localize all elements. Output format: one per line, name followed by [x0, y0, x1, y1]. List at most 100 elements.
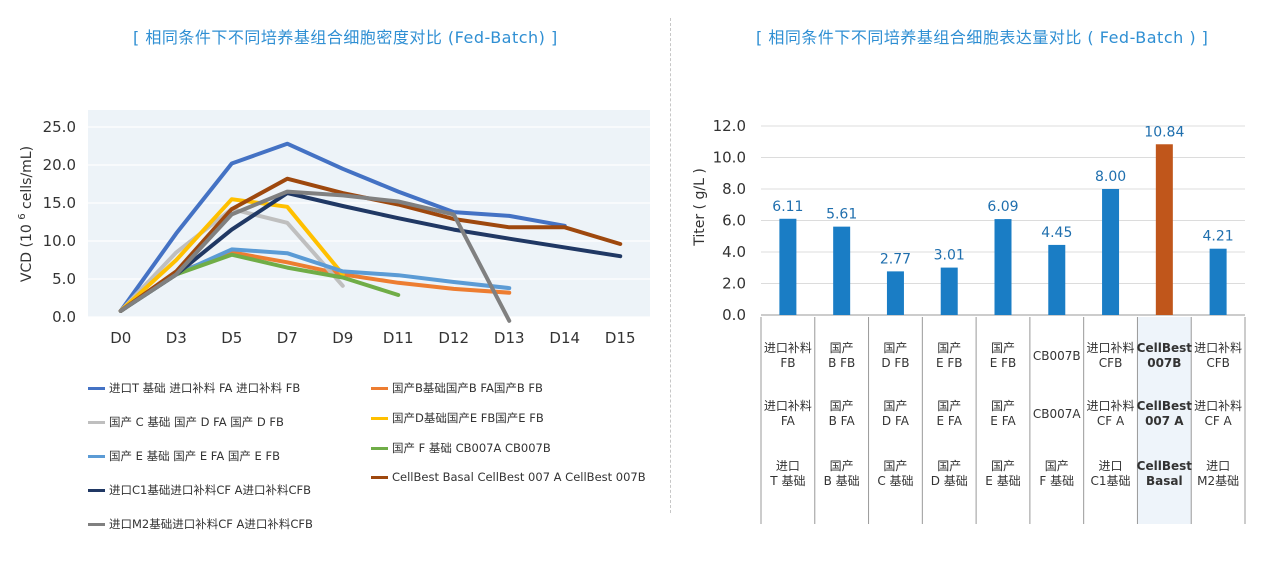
- density-line-chart: 0.0 5.0 10.0 15.0 20.0 25.0 D0 D3 D5 D7 D9 D11 D12 D1…: [17, 110, 650, 347]
- panel-divider: [670, 18, 671, 513]
- legend-swatch: [88, 420, 105, 424]
- legend-label: CellBest Basal CellBest 007 A CellBest 0…: [392, 470, 646, 484]
- table-cell: 国产 E FA: [990, 399, 1016, 428]
- titer-chart-panel: [ 相同条件下不同培养基组合细胞表达量对比 ( Fed-Batch ) ] 0.…: [672, 0, 1280, 568]
- legend-label: 国产 C 基础 国产 D FA 国产 D FB: [109, 415, 284, 429]
- density-chart-panel: [ 相同条件下不同培养基组合细胞密度对比 (Fed-Batch) ] 0.0 5.…: [17, 28, 650, 534]
- y-tick-label: 12.0: [713, 117, 746, 135]
- table-cell: 国产 D FA: [882, 399, 910, 428]
- y-tick-label: 8.0: [722, 180, 746, 198]
- legend-item: 进口C1基础进口补料CF A进口补料CFB: [88, 480, 311, 500]
- x-tick-label: D9: [332, 329, 353, 347]
- table-cell: 国产 D 基础: [931, 459, 968, 488]
- table-cell: 进口补料 CFB: [1087, 341, 1135, 370]
- bar-5: [994, 219, 1012, 315]
- bar-value-label: 6.11: [772, 199, 803, 215]
- y-tick-label: 10.0: [43, 232, 76, 250]
- x-tick-label: D3: [166, 329, 187, 347]
- x-tick-label: D15: [605, 329, 636, 347]
- legend-label: 国产B基础国产B FA国产B FB: [392, 381, 543, 395]
- series-line-7: [118, 191, 623, 313]
- bar-3: [886, 271, 904, 315]
- table-cell: 进口 C1基础: [1091, 459, 1131, 488]
- legend-swatch: [371, 446, 388, 450]
- legend-label: 国产 F 基础 CB007A CB007B: [392, 441, 551, 455]
- legend-swatch: [371, 416, 388, 420]
- bar-value-label: 10.84: [1144, 124, 1184, 140]
- table-cell: CB007B: [1033, 349, 1081, 363]
- table-cell: 国产 B FA: [829, 399, 856, 428]
- table-cell: CellBest Basal: [1137, 459, 1193, 488]
- legend-swatch: [88, 522, 105, 526]
- titer-bar-chart: 0.0 2.0 4.0 6.0 8.0 10.0 12.0 Titer ( g/L ) 6.11…: [692, 117, 1246, 524]
- bar-9: [1209, 248, 1227, 315]
- legend-label: 进口T 基础 进口补料 FA 进口补料 FB: [109, 381, 301, 395]
- table-cell: CellBest 007 A: [1137, 399, 1193, 428]
- legend-swatch: [88, 488, 105, 492]
- legend-item: 进口T 基础 进口补料 FA 进口补料 FB: [88, 378, 300, 398]
- legend-label: 进口M2基础进口补料CF A进口补料CFB: [109, 517, 313, 531]
- table-cell: 国产 E FB: [990, 341, 1017, 370]
- bar-value-label: 5.61: [826, 207, 857, 223]
- legend-item: 国产B基础国产B FA国产B FB: [371, 378, 543, 398]
- legend-item: 国产D基础国产E FB国产E FB: [371, 408, 544, 428]
- bar-4: [940, 267, 958, 315]
- x-tick-label: D0: [110, 329, 131, 347]
- series-line-1: [118, 141, 567, 313]
- table-cell: 国产 B FB: [828, 341, 855, 370]
- bar-2: [833, 226, 851, 315]
- y-tick-label: 0.0: [52, 308, 76, 326]
- bar-value-label: 3.01: [934, 248, 965, 264]
- table-cell: 进口 T 基础: [769, 459, 805, 488]
- table-cell: 国产 E 基础: [985, 459, 1020, 488]
- y-tick-label: 6.0: [722, 212, 746, 230]
- highlight-column: [1137, 317, 1192, 524]
- bar-value-label: 4.45: [1041, 225, 1072, 241]
- x-tick-label: D13: [494, 329, 525, 347]
- legend-label: 国产D基础国产E FB国产E FB: [392, 411, 544, 425]
- y-tick-label: 15.0: [43, 194, 76, 212]
- table-cell: 国产 C 基础: [877, 459, 913, 488]
- bar-6: [1048, 244, 1066, 315]
- y-tick-label: 25.0: [43, 118, 76, 136]
- bar-1: [779, 218, 797, 315]
- legend-swatch: [371, 475, 388, 479]
- bar-7: [1102, 189, 1120, 315]
- y-tick-label: 0.0: [722, 306, 746, 324]
- table-cell: CB007A: [1033, 407, 1082, 421]
- y-axis-label: Titer ( g/L ): [692, 168, 708, 247]
- y-tick-label: 5.0: [52, 270, 76, 288]
- table-cell: 国产 F 基础: [1039, 459, 1074, 488]
- legend-label: 国产 E 基础 国产 E FA 国产 E FB: [109, 449, 280, 463]
- table-cell: 进口补料 FB: [764, 341, 812, 370]
- legend-item: 国产 F 基础 CB007A CB007B: [371, 438, 551, 458]
- x-tick-label: D7: [277, 329, 298, 347]
- table-cell: 进口补料 CF A: [1194, 399, 1242, 428]
- table-cell: 国产 B 基础: [824, 459, 860, 488]
- bar-value-label: 8.00: [1095, 169, 1126, 185]
- table-cell: 进口补料 CF A: [1087, 399, 1135, 428]
- series-line-4: [118, 197, 345, 313]
- legend-item: 进口M2基础进口补料CF A进口补料CFB: [88, 514, 313, 534]
- density-chart-title: [ 相同条件下不同培养基组合细胞密度对比 (Fed-Batch) ]: [133, 28, 558, 47]
- bar-value-label: 6.09: [987, 199, 1018, 215]
- table-cell: 国产 D FB: [881, 341, 909, 370]
- x-tick-label: D11: [383, 329, 414, 347]
- table-cell: 进口补料 CFB: [1194, 341, 1242, 370]
- x-tick-label: D14: [549, 329, 580, 347]
- table-cell: 国产 E FB: [936, 341, 963, 370]
- y-axis-label: VCD (10 6 cells/mL): [17, 146, 35, 282]
- legend-swatch: [371, 386, 388, 390]
- y-tick-label: 4.0: [722, 243, 746, 261]
- y-tick-label: 20.0: [43, 156, 76, 174]
- x-tick-label: D12: [438, 329, 469, 347]
- legend-item: 国产 E 基础 国产 E FA 国产 E FB: [88, 446, 280, 466]
- legend-swatch: [88, 386, 105, 390]
- legend-item: 国产 C 基础 国产 D FA 国产 D FB: [88, 412, 284, 432]
- table-cell: 进口 M2基础: [1197, 459, 1239, 488]
- bar-value-label: 2.77: [880, 251, 911, 267]
- table-cell: 进口补料 FA: [764, 399, 812, 428]
- x-tick-label: D5: [221, 329, 242, 347]
- table-cell: CellBest 007B: [1137, 341, 1193, 370]
- legend-swatch: [88, 454, 105, 458]
